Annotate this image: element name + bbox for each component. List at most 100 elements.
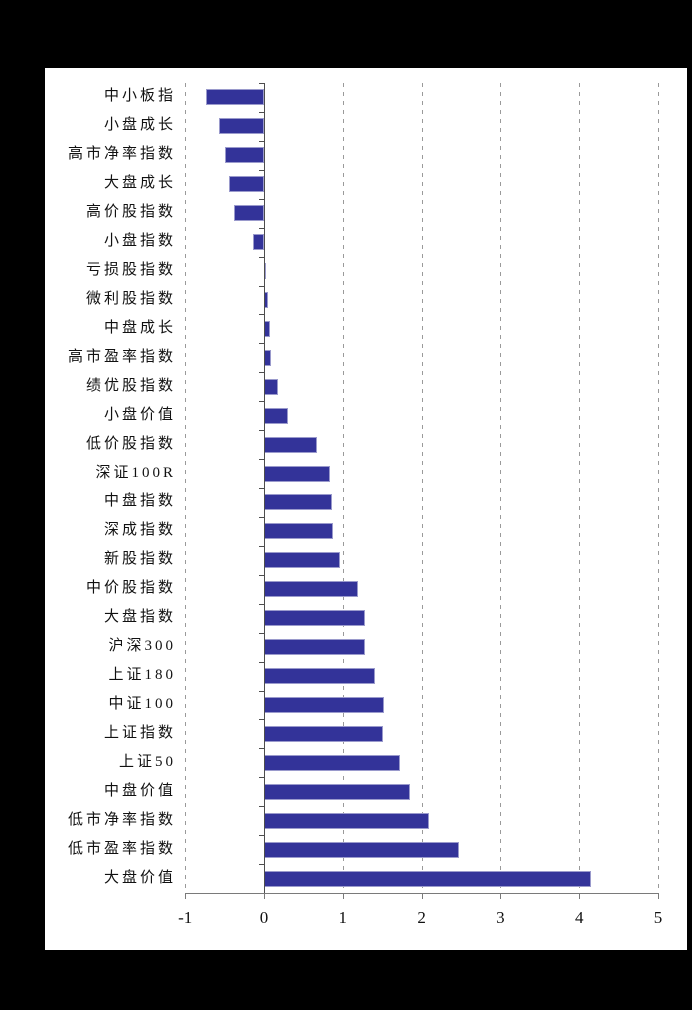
category-label: 微利股指数 (85, 290, 176, 307)
category-axis-tick (259, 256, 264, 258)
category-label: 亏损股指数 (85, 262, 176, 279)
category-label: 中价股指数 (85, 580, 176, 597)
category-label: 深证100R (95, 464, 176, 481)
x-tick-label: 5 (653, 908, 663, 927)
category-axis-tick (259, 169, 264, 171)
category-label: 大盘价值 (103, 869, 176, 886)
bar (264, 523, 334, 540)
x-tick-label: 1 (338, 908, 348, 927)
bar (252, 234, 264, 251)
category-label: 中盘指数 (103, 493, 176, 510)
bar (264, 349, 272, 366)
bar (264, 436, 317, 453)
value-axis-line (185, 893, 658, 894)
bar (264, 841, 459, 858)
value-axis-tick (579, 893, 581, 899)
category-axis-tick (259, 864, 264, 866)
category-axis-tick (259, 777, 264, 779)
category-axis-tick (259, 198, 264, 200)
category-axis-tick (259, 516, 264, 518)
gridline-x-1 (185, 83, 187, 893)
category-label: 上证指数 (103, 724, 176, 741)
category-label: 小盘指数 (103, 233, 176, 250)
x-tick-label: 0 (259, 908, 269, 927)
value-axis-tick (264, 893, 265, 899)
plot-area: -1 0 1 2 3 4 5 中小板指 小盘成长 高市净率指数 大盘成长 高价股指数 小盘指数 亏损股指数… (45, 68, 687, 950)
bar (264, 378, 279, 395)
category-label: 深成指数 (103, 522, 176, 539)
bar (205, 89, 264, 106)
category-axis-tick (259, 661, 264, 663)
category-label: 新股指数 (103, 551, 176, 568)
category-axis-tick (259, 488, 264, 489)
category-label: 上证50 (118, 753, 176, 770)
category-axis-tick (259, 748, 264, 750)
category-label: 中小板指 (103, 88, 176, 105)
value-axis-tick (421, 893, 423, 899)
category-axis-tick (259, 603, 264, 605)
gridline-x5 (658, 83, 659, 893)
category-label: 上证180 (108, 667, 176, 684)
gridline-x1 (342, 83, 344, 893)
x-tick-label: 3 (496, 908, 505, 927)
category-label: 低市盈率指数 (67, 840, 176, 857)
category-label: 大盘指数 (103, 609, 176, 626)
category-axis-tick (259, 83, 264, 84)
category-axis-tick (259, 343, 264, 345)
value-axis-tick (500, 893, 502, 899)
category-label: 中盘价值 (103, 782, 176, 799)
bar (234, 205, 264, 222)
bar (228, 176, 264, 193)
category-axis-line (264, 83, 265, 893)
bar (264, 581, 358, 598)
category-axis-tick (259, 227, 264, 229)
bar (264, 783, 410, 800)
category-label: 大盘成长 (103, 175, 176, 192)
bar (264, 407, 289, 424)
chart-panel: -1 0 1 2 3 4 5 中小板指 小盘成长 高市净率指数 大盘成长 高价股指数 小盘指数 亏损股指数… (45, 68, 687, 950)
category-axis-tick (259, 835, 264, 837)
x-tick-label: 4 (574, 908, 584, 927)
category-label: 高市净率指数 (67, 146, 176, 163)
category-axis-tick (259, 690, 264, 692)
category-axis-tick (259, 632, 264, 634)
category-axis-tick (259, 430, 264, 432)
category-axis-tick (259, 401, 264, 403)
bar (264, 610, 365, 627)
value-axis-tick (342, 893, 344, 899)
bar (264, 639, 365, 656)
gridline-x4 (579, 83, 581, 893)
category-label: 沪深300 (108, 638, 176, 655)
x-tick-label: 2 (417, 908, 426, 927)
category-label: 绩优股指数 (85, 377, 176, 394)
category-axis-tick (259, 574, 264, 576)
category-axis-tick (259, 111, 264, 113)
category-axis-tick (259, 372, 264, 374)
category-axis-tick (259, 545, 264, 547)
bar (264, 812, 429, 829)
category-axis-tick (259, 459, 264, 461)
bar (264, 870, 592, 887)
value-axis-tick (658, 893, 659, 899)
bar (264, 494, 332, 511)
category-axis-tick (259, 719, 264, 721)
gridline-x2 (421, 83, 423, 893)
category-label: 高市盈率指数 (67, 348, 176, 365)
bar (219, 118, 264, 135)
category-axis-tick (259, 314, 264, 316)
category-axis-tick (259, 285, 264, 287)
gridline-x3 (500, 83, 502, 893)
bar (264, 754, 400, 771)
bar (264, 552, 341, 569)
category-axis-tick (259, 140, 264, 142)
bar (264, 725, 383, 742)
bar (264, 696, 384, 713)
bar (224, 147, 264, 164)
category-label: 低市净率指数 (67, 811, 176, 828)
category-label: 中盘成长 (103, 319, 176, 336)
bar (264, 465, 331, 482)
bar (264, 668, 376, 685)
category-label: 小盘价值 (103, 406, 176, 423)
